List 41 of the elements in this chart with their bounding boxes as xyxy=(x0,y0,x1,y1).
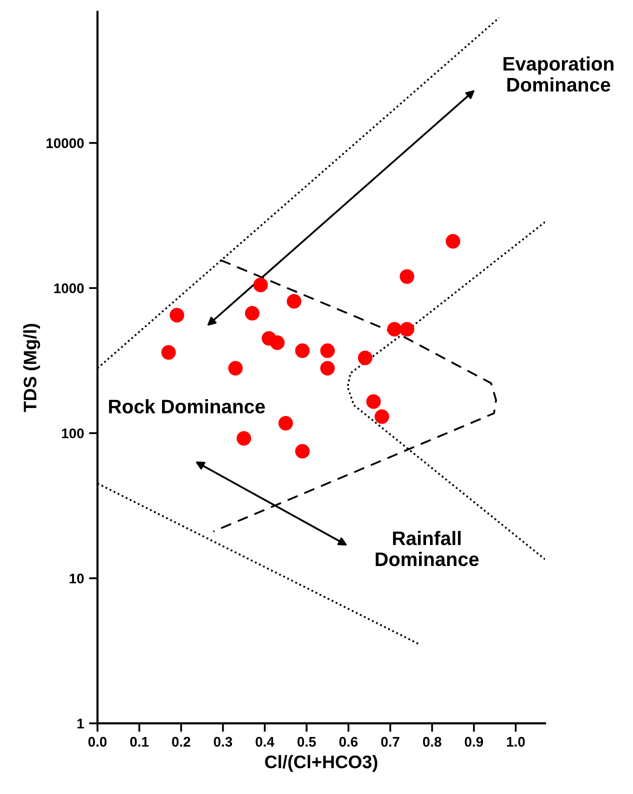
point xyxy=(170,308,184,322)
point xyxy=(400,322,414,337)
x-tick-label: 0.1 xyxy=(130,736,149,747)
point xyxy=(236,431,252,446)
point xyxy=(295,343,310,358)
x-axis-title: Cl/(Cl+HCO3) xyxy=(265,755,378,772)
x-tick-label: 0.4 xyxy=(256,736,274,747)
x-tick-label: 0.7 xyxy=(381,736,400,747)
point xyxy=(320,360,335,376)
x-tick-label: 0.3 xyxy=(214,736,232,747)
x-tick-label: 0.2 xyxy=(172,736,190,747)
point xyxy=(374,409,390,424)
point xyxy=(278,416,293,431)
point xyxy=(161,345,176,360)
y-tick-label: 1 xyxy=(77,718,84,728)
point xyxy=(387,322,402,337)
point xyxy=(244,306,260,321)
x-tick-label: 0.0 xyxy=(88,736,107,747)
point xyxy=(446,234,460,249)
x-tick-label: 0.5 xyxy=(298,736,316,747)
point xyxy=(400,269,414,284)
y-tick-label: 100 xyxy=(62,428,84,438)
x-tick-label: 0.9 xyxy=(464,736,484,747)
point xyxy=(295,444,310,459)
point xyxy=(270,335,285,350)
point xyxy=(366,394,381,409)
annotation: Rock Dominance xyxy=(109,399,265,414)
x-tick-label: 0.6 xyxy=(339,736,358,747)
annotation: Rainfall Dominance xyxy=(376,530,479,566)
y-tick-label: 1000 xyxy=(54,283,84,294)
point xyxy=(358,350,372,366)
point xyxy=(228,360,243,376)
y-tick-label: 10000 xyxy=(46,138,84,148)
point xyxy=(320,343,335,358)
x-tick-label: 1.0 xyxy=(506,736,525,747)
x-tick-label: 0.8 xyxy=(422,736,442,747)
y-tick-label: 10 xyxy=(70,574,84,584)
y-axis-title: TDS (Mg/l) xyxy=(23,324,40,412)
point xyxy=(253,278,268,292)
annotation: Evaporation Dominance xyxy=(504,56,614,92)
point xyxy=(286,294,302,309)
